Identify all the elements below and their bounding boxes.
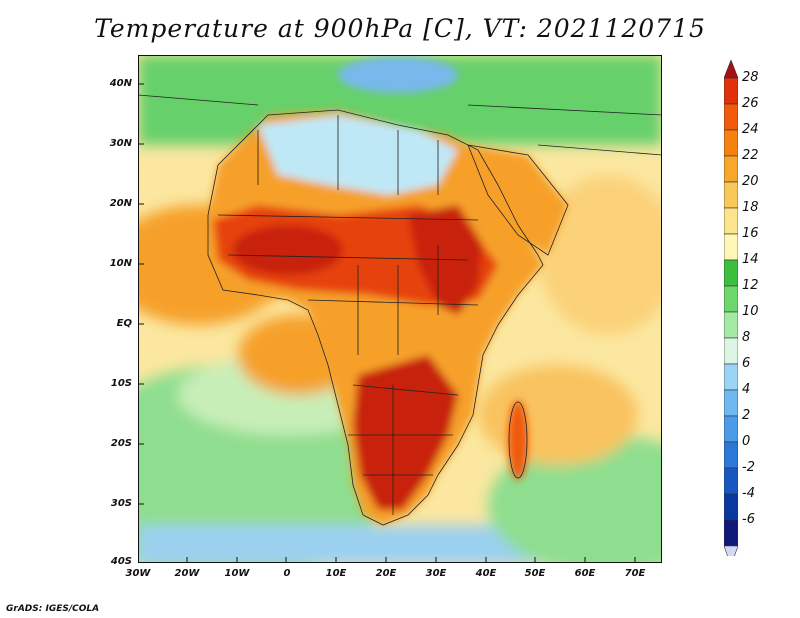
colorbar-label: 14 — [742, 252, 759, 267]
lat-label-40N: 40N — [109, 78, 132, 89]
colorbar-label: 12 — [742, 278, 759, 293]
lon-label-70E: 70E — [624, 568, 646, 579]
arabian-sea — [538, 175, 662, 335]
lon-label-30E: 30E — [425, 568, 447, 579]
southern-africa-hot — [353, 355, 458, 510]
colorbar-segment — [724, 77, 738, 105]
colorbar-label: 22 — [742, 148, 759, 163]
colorbar-segment — [724, 207, 738, 235]
colorbar-label: 6 — [742, 356, 751, 371]
colorbar-label: -2 — [742, 460, 755, 475]
madagascar-warm — [508, 400, 528, 480]
lat-label-20N: 20N — [109, 198, 132, 209]
colorbar-segment — [724, 337, 738, 365]
temperature-map — [138, 55, 662, 563]
lat-label-10N: 10N — [109, 258, 132, 269]
colorbar-label: 20 — [742, 174, 759, 189]
colorbar-label: 4 — [742, 382, 751, 397]
arabia-warm — [468, 145, 568, 255]
lon-label-10E: 10E — [325, 568, 347, 579]
colorbar-label: -4 — [742, 486, 755, 501]
lon-label-20E: 20E — [375, 568, 397, 579]
colorbar-segment — [724, 155, 738, 183]
colorbar-segment — [724, 389, 738, 417]
colorbar-segment — [724, 467, 738, 495]
colorbar-label: 10 — [742, 304, 759, 319]
colorbar — [724, 60, 738, 556]
colorbar-label: 28 — [742, 70, 759, 85]
lat-label-20S: 20S — [110, 438, 132, 449]
colorbar-label: 2 — [742, 408, 751, 423]
lat-label-40S: 40S — [110, 556, 132, 567]
lon-label-50E: 50E — [524, 568, 546, 579]
colorbar-under-arrow — [724, 545, 738, 556]
lon-label-60E: 60E — [574, 568, 596, 579]
axis-ticks — [138, 83, 636, 563]
lon-label-0: 0 — [283, 568, 291, 579]
lon-label-40E: 40E — [475, 568, 497, 579]
lon-label-10W: 10W — [224, 568, 250, 579]
central-africa-warm — [358, 305, 458, 365]
colorbar-segment — [724, 259, 738, 287]
map-frame — [138, 55, 662, 563]
lat-label-10S: 10S — [110, 378, 132, 389]
mediterranean-cool — [338, 57, 458, 93]
colorbar-label: -6 — [742, 512, 755, 527]
colorbar-label: 0 — [742, 434, 751, 449]
west-africa-hot — [233, 225, 343, 275]
colorbar-label: 24 — [742, 122, 759, 137]
colorbar-segment — [724, 181, 738, 209]
colorbar-label: 18 — [742, 200, 759, 215]
lat-label-eq: EQ — [116, 318, 132, 329]
colorbar-segment — [724, 129, 738, 157]
colorbar-segment — [724, 311, 738, 339]
colorbar-segment — [724, 285, 738, 313]
sahara-cool-region — [258, 115, 458, 195]
lon-label-20W: 20W — [174, 568, 200, 579]
colorbar-segment — [724, 103, 738, 131]
lon-label-30W: 30W — [125, 568, 151, 579]
colorbar-over-arrow — [724, 60, 738, 79]
colorbar-segment — [724, 519, 738, 547]
grads-credit: GrADS: IGES/COLA — [6, 604, 100, 614]
indian-ocean-green — [488, 435, 662, 563]
lat-label-30S: 30S — [110, 498, 132, 509]
colorbar-label: 16 — [742, 226, 759, 241]
colorbar-label: 26 — [742, 96, 759, 111]
chart-title: Temperature at 900hPa [C], VT: 202112071… — [94, 14, 706, 43]
colorbar-segment — [724, 233, 738, 261]
colorbar-segment — [724, 441, 738, 469]
colorbar-segment — [724, 493, 738, 521]
lat-label-30N: 30N — [109, 138, 132, 149]
colorbar-segment — [724, 363, 738, 391]
indian-ocean-warm — [478, 365, 638, 465]
colorbar-label: 8 — [742, 330, 751, 345]
colorbar-segment — [724, 415, 738, 443]
east-africa-hot — [408, 205, 483, 315]
country-boundaries — [138, 94, 662, 526]
